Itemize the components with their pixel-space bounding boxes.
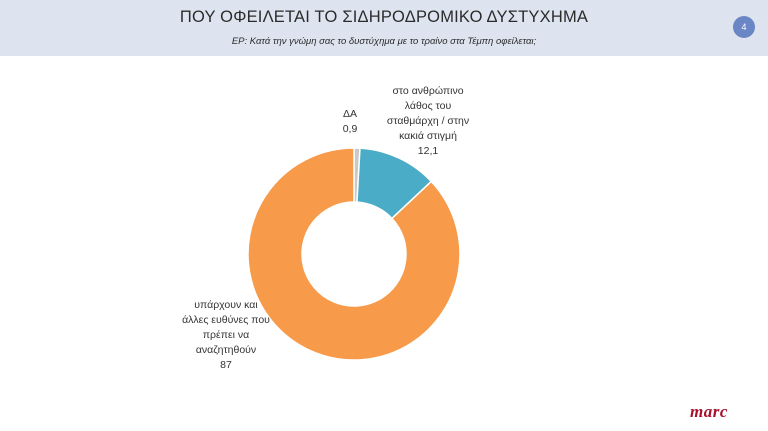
data-label-da-value: 0,9 [342, 123, 358, 135]
data-label-other-line: αναζητηθούν [195, 344, 257, 356]
page-title: ΠΟΥ ΟΦΕΙΛΕΤΑΙ ΤΟ ΣΙΔΗΡΟΔΡΟΜΙΚΟ ΔΥΣΤΥΧΗΜΑ [179, 8, 589, 26]
data-label-other-line: άλλες ευθύνες που [182, 314, 270, 326]
data-label-da: ΔΑ 0,9 [330, 107, 370, 137]
data-label-human-value: 12,1 [417, 145, 439, 157]
data-label-other-line: υπάρχουν και [194, 299, 258, 311]
marc-logo: marc [690, 402, 728, 421]
data-label-other-responsibilities: υπάρχουν και άλλες ευθύνες που πρέπει να… [160, 298, 292, 373]
data-label-human-line: λάθος του [404, 100, 452, 112]
data-label-human-error: στο ανθρώπινο λάθος του σταθμάρχη / στην… [370, 84, 486, 159]
data-label-other-line: πρέπει να [202, 329, 250, 341]
slice-other-responsibilities [247, 147, 461, 361]
data-label-da-line: ΔΑ [342, 108, 358, 120]
data-label-human-line: κακιά στιγμή [399, 130, 457, 142]
donut-chart [247, 147, 461, 361]
question-subtitle: ΕΡ: Κατά την γνώμη σας το δυστύχημα με τ… [231, 36, 537, 47]
data-label-human-line: στο ανθρώπινο [392, 85, 464, 97]
page-number-badge: 4 [733, 16, 755, 38]
data-label-human-line: σταθμάρχη / στην [386, 115, 470, 127]
header-bar: ΠΟΥ ΟΦΕΙΛΕΤΑΙ ΤΟ ΣΙΔΗΡΟΔΡΟΜΙΚΟ ΔΥΣΤΥΧΗΜΑ… [0, 0, 768, 56]
data-label-other-value: 87 [220, 359, 232, 371]
